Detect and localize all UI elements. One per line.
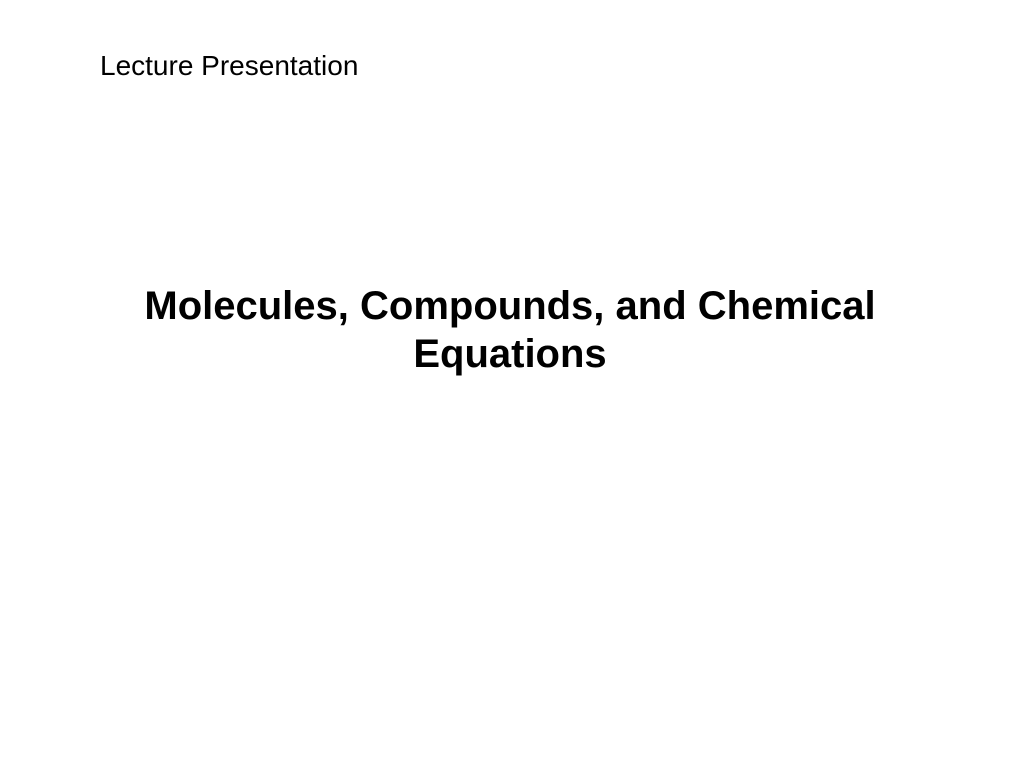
slide-title: Molecules, Compounds, and Chemical Equat… xyxy=(100,282,920,378)
slide-container: Lecture Presentation Molecules, Compound… xyxy=(0,0,1020,765)
slide-subtitle: Lecture Presentation xyxy=(100,50,920,82)
